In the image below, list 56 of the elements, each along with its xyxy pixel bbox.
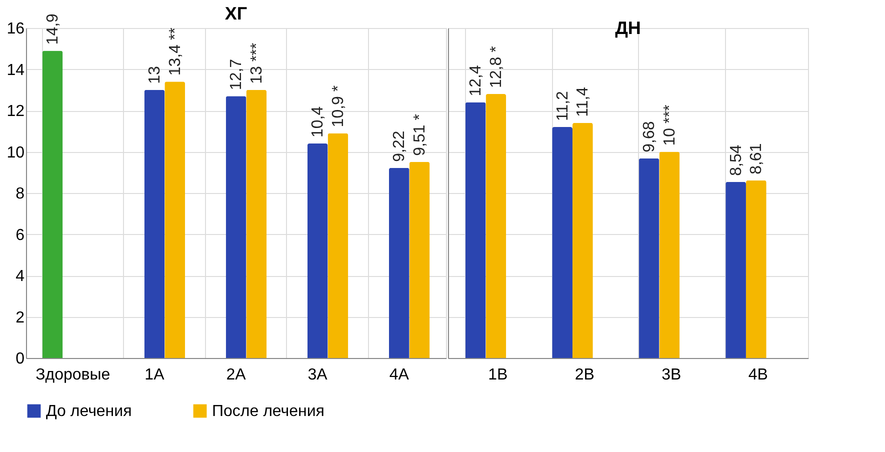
bar <box>465 102 486 358</box>
bar <box>409 162 430 358</box>
x-tick-label: 2В <box>574 366 594 384</box>
data-label: 8,54 <box>728 144 745 176</box>
bar <box>328 133 348 358</box>
bar <box>659 152 680 358</box>
bar <box>746 180 766 358</box>
bar <box>572 122 593 358</box>
data-label: 11,2 <box>554 90 572 121</box>
chart-title: ХГ <box>224 4 248 24</box>
bar <box>246 90 267 358</box>
x-tick-label: 4В <box>748 366 768 384</box>
chart-title: ДН <box>615 18 641 38</box>
data-label: 9,22 <box>391 130 408 162</box>
bar <box>638 158 660 358</box>
y-tick-label: 0 <box>16 350 25 368</box>
legend-label: После лечения <box>212 403 324 420</box>
bar <box>144 90 165 358</box>
y-tick-label: 4 <box>16 268 25 285</box>
data-label: 13,4 ** <box>166 28 184 76</box>
y-tick-label: 16 <box>6 20 25 38</box>
bar <box>226 96 246 358</box>
bar <box>388 168 410 358</box>
x-tick-label: 1А <box>144 366 165 384</box>
data-label: 12,4 <box>468 65 485 96</box>
data-label: 14,9 <box>44 13 62 45</box>
y-tick-label: 2 <box>16 309 25 326</box>
data-label: 12,8 * <box>488 46 505 88</box>
y-tick-label: 10 <box>6 144 25 162</box>
bar <box>307 144 328 358</box>
data-label: 10 *** <box>661 104 678 146</box>
x-tick-label: 3В <box>662 366 682 384</box>
data-label: 13 <box>146 66 164 84</box>
bar <box>552 127 572 358</box>
x-tick-label: Здоровые <box>36 366 110 384</box>
data-label: 8,61 <box>748 143 766 174</box>
bar <box>42 50 63 358</box>
bar <box>726 182 746 358</box>
x-tick-label: 3А <box>308 366 328 384</box>
y-tick-label: 14 <box>6 62 25 79</box>
data-label: 12,7 <box>228 58 245 90</box>
data-label: 10,4 <box>310 106 327 138</box>
legend-label: До лечения <box>46 403 132 420</box>
x-tick-label: 4А <box>389 366 410 384</box>
x-tick-label: 2А <box>226 366 246 384</box>
y-tick-label: 12 <box>6 103 25 120</box>
data-label: 10,9 * <box>330 85 347 128</box>
data-label: 13 *** <box>248 42 266 84</box>
bar <box>164 82 186 358</box>
bar <box>486 94 506 358</box>
y-tick-label: 6 <box>16 226 25 244</box>
data-label: 11,4 <box>574 86 592 117</box>
data-label: 9,51 * <box>411 114 428 156</box>
x-tick-label: 1В <box>488 366 508 384</box>
y-tick-label: 8 <box>16 186 25 202</box>
data-label: 9,68 <box>641 121 658 152</box>
